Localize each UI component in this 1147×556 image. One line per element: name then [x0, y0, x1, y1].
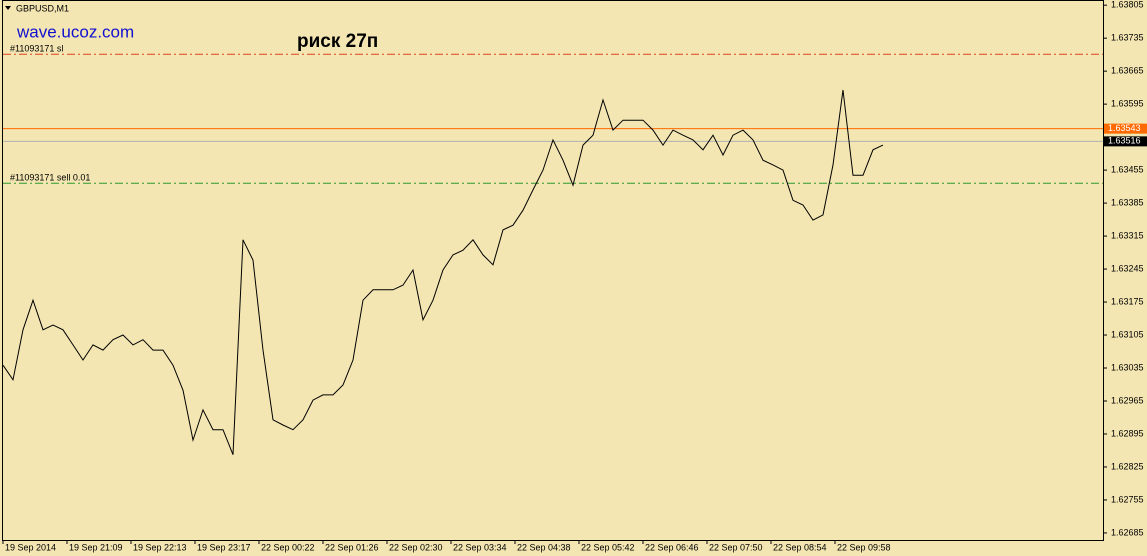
y-tick-label: 1.63315 — [1111, 230, 1144, 240]
y-tick-label: 1.62755 — [1111, 494, 1144, 504]
y-tick-label: 1.63105 — [1111, 329, 1144, 339]
plot-frame — [2, 0, 1104, 541]
chart-title: риск 27п — [297, 31, 378, 52]
y-tick-label: 1.62895 — [1111, 428, 1144, 438]
y-tick-label: 1.63245 — [1111, 263, 1144, 273]
x-tick-label: 22 Sep 01:26 — [325, 542, 379, 552]
price-line — [2, 89, 884, 455]
y-tick-label: 1.62825 — [1111, 461, 1144, 471]
x-tick-label: 22 Sep 08:54 — [773, 542, 827, 552]
y-tick-label: 1.63385 — [1111, 197, 1144, 207]
y-tick-label: 1.62965 — [1111, 395, 1144, 405]
x-tick-label: 19 Sep 21:09 — [69, 542, 123, 552]
x-tick-label: 22 Sep 06:46 — [645, 542, 699, 552]
x-tick-label: 22 Sep 05:42 — [581, 542, 635, 552]
x-tick-label: 22 Sep 03:34 — [453, 542, 507, 552]
y-tick-label: 1.63595 — [1111, 99, 1144, 109]
x-tick-label: 22 Sep 02:30 — [389, 542, 443, 552]
y-tick-label: 1.63665 — [1111, 66, 1144, 76]
price-marker — [1104, 136, 1147, 147]
y-tick-label: 1.63175 — [1111, 296, 1144, 306]
y-tick-label: 1.63735 — [1111, 33, 1144, 43]
x-tick-label: 22 Sep 07:50 — [709, 542, 763, 552]
x-tick-label: 19 Sep 2014 — [5, 542, 56, 552]
y-tick-label: 1.62685 — [1111, 527, 1144, 537]
x-tick-label: 22 Sep 00:22 — [261, 542, 315, 552]
level-label: #11093171 sell 0.01 — [10, 173, 90, 183]
price-marker-label: 1.63516 — [1108, 136, 1141, 146]
x-tick-label: 19 Sep 22:13 — [133, 542, 187, 552]
y-tick-label: 1.63035 — [1111, 362, 1144, 372]
y-tick-label: 1.63455 — [1111, 164, 1144, 174]
x-tick-label: 22 Sep 09:58 — [837, 542, 891, 552]
price-marker — [1104, 123, 1147, 134]
x-tick-label: 22 Sep 04:38 — [517, 542, 571, 552]
x-tick-label: 19 Sep 23:17 — [197, 542, 251, 552]
symbol: GBPUSD,M1 — [16, 3, 69, 13]
y-tick-label: 1.63805 — [1111, 0, 1144, 10]
price-marker-label: 1.63543 — [1108, 123, 1141, 133]
watermark: wave.ucoz.com — [16, 22, 134, 41]
level-label: #11093171 sl — [10, 44, 63, 54]
menu-arrow — [5, 6, 11, 10]
